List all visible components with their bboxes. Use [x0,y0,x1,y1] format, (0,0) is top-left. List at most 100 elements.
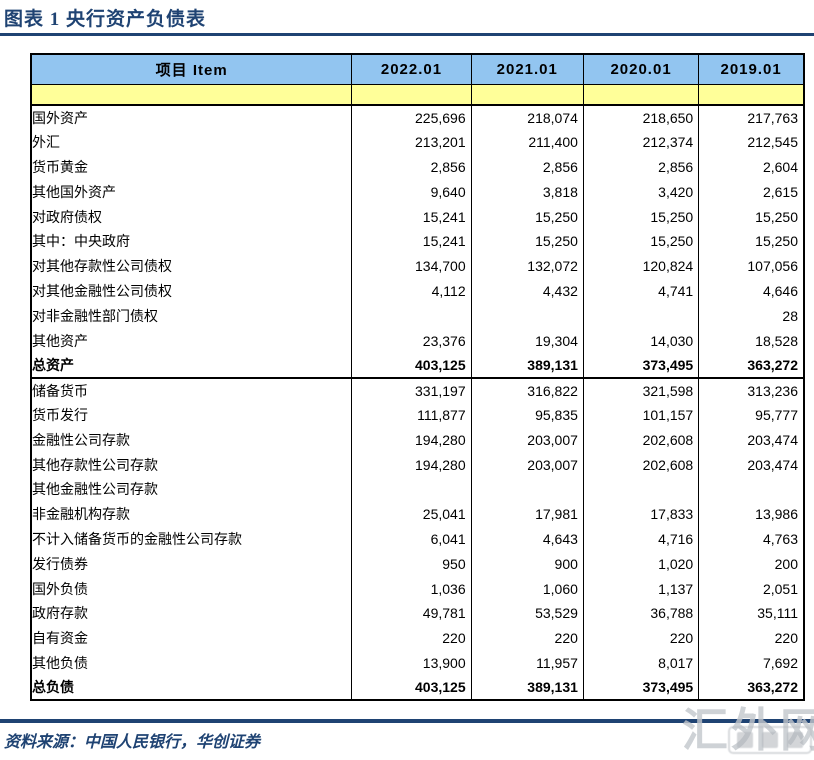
table-row: 储备货币 331,197 316,822 321,598 313,236 [31,377,804,403]
row-value [582,303,699,329]
table-row: 其他国外资产 9,640 3,818 3,420 2,615 [31,179,804,205]
table-row: 其他负债 13,900 11,957 8,017 7,692 [31,650,804,676]
row-label: 国外资产 [32,109,88,126]
row-value: 212,374 [582,129,699,155]
row-value: 28 [698,303,804,329]
row-value: 13,900 [351,650,472,676]
row-value: 373,495 [582,352,699,379]
table-header: 项目 Item 2022.01 2021.01 2020.01 2019.01 [31,54,804,106]
footer-divider-rule [0,719,814,723]
row-value: 4,432 [470,278,584,304]
row-label: 不计入储备货币的金融性公司存款 [32,530,242,547]
row-value: 15,250 [470,228,584,254]
row-value: 212,545 [698,129,804,155]
row-value: 8,017 [582,650,699,676]
row-value: 15,241 [351,204,472,229]
row-value: 95,777 [698,402,804,428]
row-value: 9,640 [351,179,472,205]
row-value: 220 [698,625,804,651]
row-value: 202,608 [582,427,699,453]
table-row: 其他资产 23,376 19,304 14,030 18,528 [31,328,804,353]
row-value: 4,716 [582,526,699,552]
row-value: 17,981 [470,501,584,527]
row-value: 14,030 [582,328,699,353]
row-value: 4,643 [470,526,584,552]
table-row: 不计入储备货币的金融性公司存款 6,041 4,643 4,716 4,763 [31,526,804,552]
table-row: 其他存款性公司存款 194,280 203,007 202,608 203,47… [31,452,804,477]
table-row: 政府存款 49,781 53,529 36,788 35,111 [31,600,804,626]
row-label: 非金融机构存款 [32,506,130,523]
row-value: 4,112 [351,278,472,304]
row-value: 200 [698,551,804,577]
row-value: 4,763 [698,526,804,552]
row-label: 对其他金融性公司债权 [32,282,172,299]
row-value: 35,111 [698,600,804,626]
row-label: 其他国外资产 [32,183,116,200]
table-row: 发行债券 950 900 1,020 200 [31,551,804,577]
row-value: 36,788 [582,600,699,626]
row-value: 389,131 [470,352,584,379]
column-header-2021: 2021.01 [470,54,584,85]
row-value: 2,856 [351,154,472,180]
row-label: 其中：中央政府 [32,233,130,250]
row-value: 220 [582,625,699,651]
row-value: 49,781 [351,600,472,626]
table-row: 外汇 213,201 211,400 212,374 212,545 [31,129,804,155]
row-label: 金融性公司存款 [32,431,130,448]
row-value [698,476,804,502]
row-value [351,303,472,329]
row-value: 403,125 [351,352,472,379]
balance-sheet-table: 项目 Item 2022.01 2021.01 2020.01 2019.01 … [30,53,805,702]
row-value: 217,763 [698,105,804,130]
row-value [470,476,584,502]
row-label: 对其他存款性公司债权 [32,258,172,275]
row-label: 其他负债 [32,654,88,671]
header-spacer-cell [698,84,804,106]
row-value: 18,528 [698,328,804,353]
column-header-2019: 2019.01 [698,54,804,85]
row-value: 3,818 [470,179,584,205]
title-divider-rule [0,33,814,36]
table-row: 总资产 403,125 389,131 373,495 363,272 [31,352,804,379]
header-spacer-cell [470,84,584,106]
row-value: 1,137 [582,576,699,601]
row-label: 国外负债 [32,580,88,597]
row-value: 2,604 [698,154,804,180]
row-value: 4,741 [582,278,699,304]
row-value: 202,608 [582,452,699,477]
table-row: 金融性公司存款 194,280 203,007 202,608 203,474 [31,427,804,453]
table-row: 对其他金融性公司债权 4,112 4,432 4,741 4,646 [31,278,804,304]
header-spacer-cell [582,84,699,106]
row-label: 总资产 [31,352,352,379]
row-value: 15,250 [470,204,584,229]
row-value [582,476,699,502]
row-value: 6,041 [351,526,472,552]
row-value: 17,833 [582,501,699,527]
column-header-2022: 2022.01 [351,54,472,85]
row-value: 19,304 [470,328,584,353]
row-value: 203,007 [470,452,584,477]
table-row: 其他金融性公司存款 [31,476,804,502]
row-value: 331,197 [351,377,472,403]
row-value: 15,250 [582,204,699,229]
table-row: 其中：中央政府 15,241 15,250 15,250 15,250 [31,228,804,254]
table-row: 国外资产 225,696 218,074 218,650 217,763 [31,105,804,130]
row-value: 194,280 [351,452,472,477]
row-value: 15,250 [582,228,699,254]
figure-title: 图表 1 央行资产负债表 [4,9,207,30]
row-value: 101,157 [582,402,699,428]
row-value: 11,957 [470,650,584,676]
row-label: 其他资产 [32,332,88,349]
row-value: 134,700 [351,253,472,279]
row-value: 15,250 [698,228,804,254]
row-value: 225,696 [351,105,472,130]
row-value: 95,835 [470,402,584,428]
row-value: 373,495 [582,675,699,701]
table-row: 自有资金 220 220 220 220 [31,625,804,651]
watermark-stamp [728,726,812,754]
row-value: 23,376 [351,328,472,353]
row-value [351,476,472,502]
row-value: 15,250 [698,204,804,229]
row-label: 外汇 [32,134,60,151]
row-value: 4,646 [698,278,804,304]
